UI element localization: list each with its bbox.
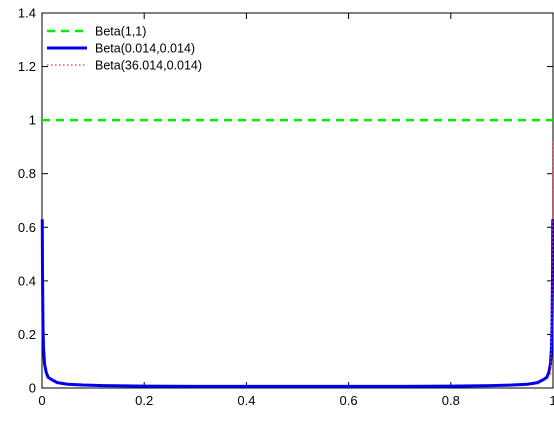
- y-tick-label: 1.4: [18, 6, 36, 21]
- series-line-2: [40, 219, 554, 388]
- x-tick-label: 1: [549, 393, 554, 408]
- y-tick-label: 1: [29, 113, 36, 128]
- legend: Beta(1,1) Beta(0.014,0.014) Beta(36.014,0.…: [47, 25, 202, 73]
- plot-frame: [41, 12, 554, 389]
- legend-label: Beta(36.014,0.014): [95, 59, 202, 73]
- y-tick-label: 0.6: [18, 220, 36, 235]
- x-tick-label: 0.6: [340, 393, 358, 408]
- x-tick-label: 0.8: [442, 393, 460, 408]
- x-tick-label: 0.2: [135, 393, 153, 408]
- y-tick-label: 0.4: [18, 273, 36, 288]
- x-tick-label: 0: [38, 393, 45, 408]
- y-tick-label: 1.2: [18, 59, 36, 74]
- y-tick-label: 0.8: [18, 166, 36, 181]
- axis-ticks: 0 0.2 0.4 0.6 0.8 1 0 0.2 0.4 0.6 0.8 1 1.2 1.4: [18, 6, 554, 409]
- y-tick-label: 0.2: [18, 327, 36, 342]
- legend-label: Beta(1,1): [95, 25, 146, 39]
- y-tick-label: 0: [29, 381, 36, 396]
- x-tick-label: 0.4: [237, 393, 255, 408]
- series-layer: [40, 118, 554, 388]
- legend-label: Beta(0.014,0.014): [95, 42, 195, 56]
